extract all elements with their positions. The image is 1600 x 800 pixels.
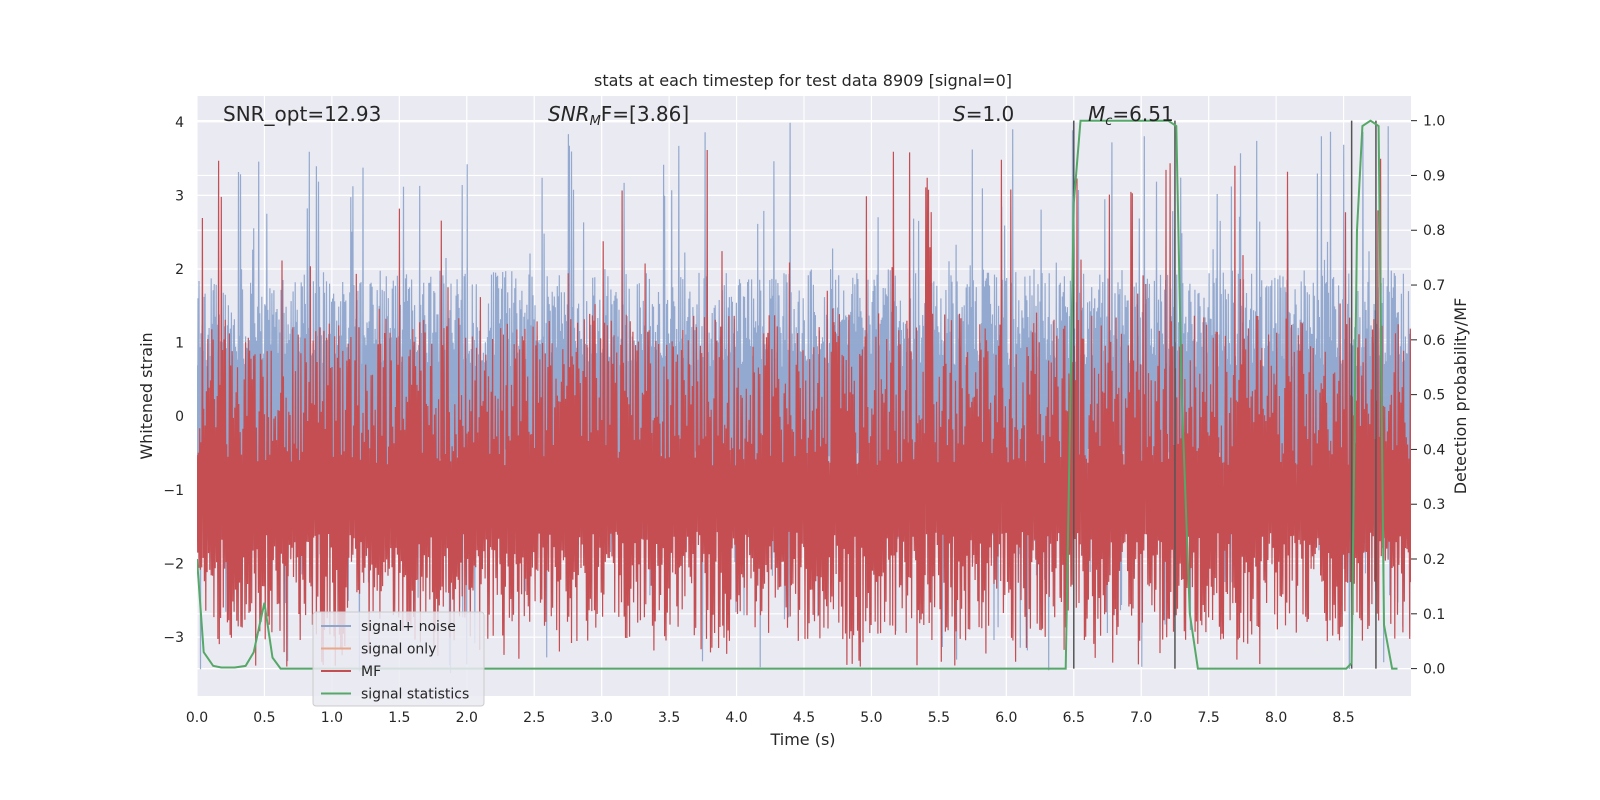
x-tick-label: 2.5: [523, 710, 545, 726]
x-tick-label: 6.0: [995, 710, 1017, 726]
y-right-tick-label: 0.4: [1423, 442, 1445, 458]
x-tick-label: 1.5: [388, 710, 410, 726]
annotation-s: S=1.0: [953, 102, 1014, 126]
annotation-snr-mf: SNRMF=[3.86]: [548, 102, 689, 129]
x-tick-label: 8.0: [1265, 710, 1287, 726]
x-tick-label: 6.5: [1063, 710, 1085, 726]
y-tick-label: −1: [163, 483, 184, 499]
y-tick-label: 3: [175, 188, 184, 204]
y-axis-label: Whitened strain: [137, 332, 156, 459]
y-axis-ticks: −3 −2 −1 0 1 2 3 4: [163, 115, 184, 646]
legend-label: signal statistics: [361, 687, 469, 703]
annotation-mc-rest: =6.51: [1112, 102, 1173, 126]
legend-box: [312, 611, 485, 707]
y-tick-label: 4: [175, 115, 184, 131]
y-right-tick-label: 0.0: [1423, 662, 1445, 678]
x-tick-label: 7.5: [1198, 710, 1220, 726]
y-right-axis-ticks: 0.0 0.1 0.2 0.3 0.4 0.5 0.6 0.7 0.8 0.9 1.0: [1411, 114, 1445, 678]
x-tick-label: 0.0: [186, 710, 208, 726]
x-tick-label: 0.5: [253, 710, 275, 726]
x-tick-label: 1.0: [321, 710, 343, 726]
y-right-tick-label: 0.3: [1423, 497, 1445, 513]
y-right-tick-label: 0.8: [1423, 223, 1445, 239]
y-right-tick-label: 0.9: [1423, 168, 1445, 184]
annotation-snr-mf-sub: M: [590, 114, 601, 129]
x-tick-label: 5.0: [860, 710, 882, 726]
annotation-mc-main: M: [1088, 102, 1105, 126]
y-right-tick-label: 0.7: [1423, 278, 1445, 294]
x-tick-label: 8.5: [1332, 710, 1354, 726]
y-tick-label: 0: [175, 409, 184, 425]
annotation-s-rest: =1.0: [966, 102, 1015, 126]
y-right-tick-label: 0.1: [1423, 607, 1445, 623]
series-mf: [197, 149, 1411, 667]
x-axis-label: Time (s): [769, 730, 835, 749]
x-tick-label: 4.5: [793, 710, 815, 726]
series-signal-statistics: [197, 119, 1398, 670]
x-tick-label: 7.0: [1130, 710, 1152, 726]
x-tick-label: 2.0: [456, 710, 478, 726]
annotation-snr-mf-main: SNR: [548, 102, 590, 126]
y-tick-label: 2: [175, 262, 184, 278]
legend: signal+ noise signal only MF signal statist…: [312, 611, 485, 707]
x-tick-label: 3.0: [591, 710, 613, 726]
y-right-axis-label: Detection probability/MF: [1451, 298, 1470, 495]
annotation-mc-sub: c: [1105, 114, 1112, 129]
chart-title: stats at each timestep for test data 890…: [594, 71, 1012, 90]
y-right-tick-label: 0.2: [1423, 552, 1445, 568]
y-right-tick-label: 0.5: [1423, 388, 1445, 404]
annotation-snr-opt: SNR_opt=12.93: [223, 102, 381, 126]
annotation-snr-mf-rest: F=[3.86]: [601, 102, 689, 126]
annotation-s-main: S: [953, 102, 966, 126]
y-right-tick-label: 0.6: [1423, 333, 1445, 349]
x-axis-ticks: 0.0 0.5 1.0 1.5 2.0 2.5 3.0 3.5 4.0 4.5 5.0 5.5 6.0 6…: [186, 710, 1355, 726]
legend-label: signal only: [361, 642, 436, 658]
x-tick-label: 3.5: [658, 710, 680, 726]
y-tick-label: −3: [163, 630, 184, 646]
x-tick-label: 4.0: [725, 710, 747, 726]
y-tick-label: 1: [175, 336, 184, 352]
legend-label: MF: [361, 664, 381, 680]
y-tick-label: −2: [163, 556, 184, 572]
y-right-tick-label: 1.0: [1423, 114, 1445, 130]
legend-label: signal+ noise: [361, 619, 456, 635]
x-tick-label: 5.5: [928, 710, 950, 726]
annotation-mc: Mc=6.51: [1088, 102, 1174, 129]
